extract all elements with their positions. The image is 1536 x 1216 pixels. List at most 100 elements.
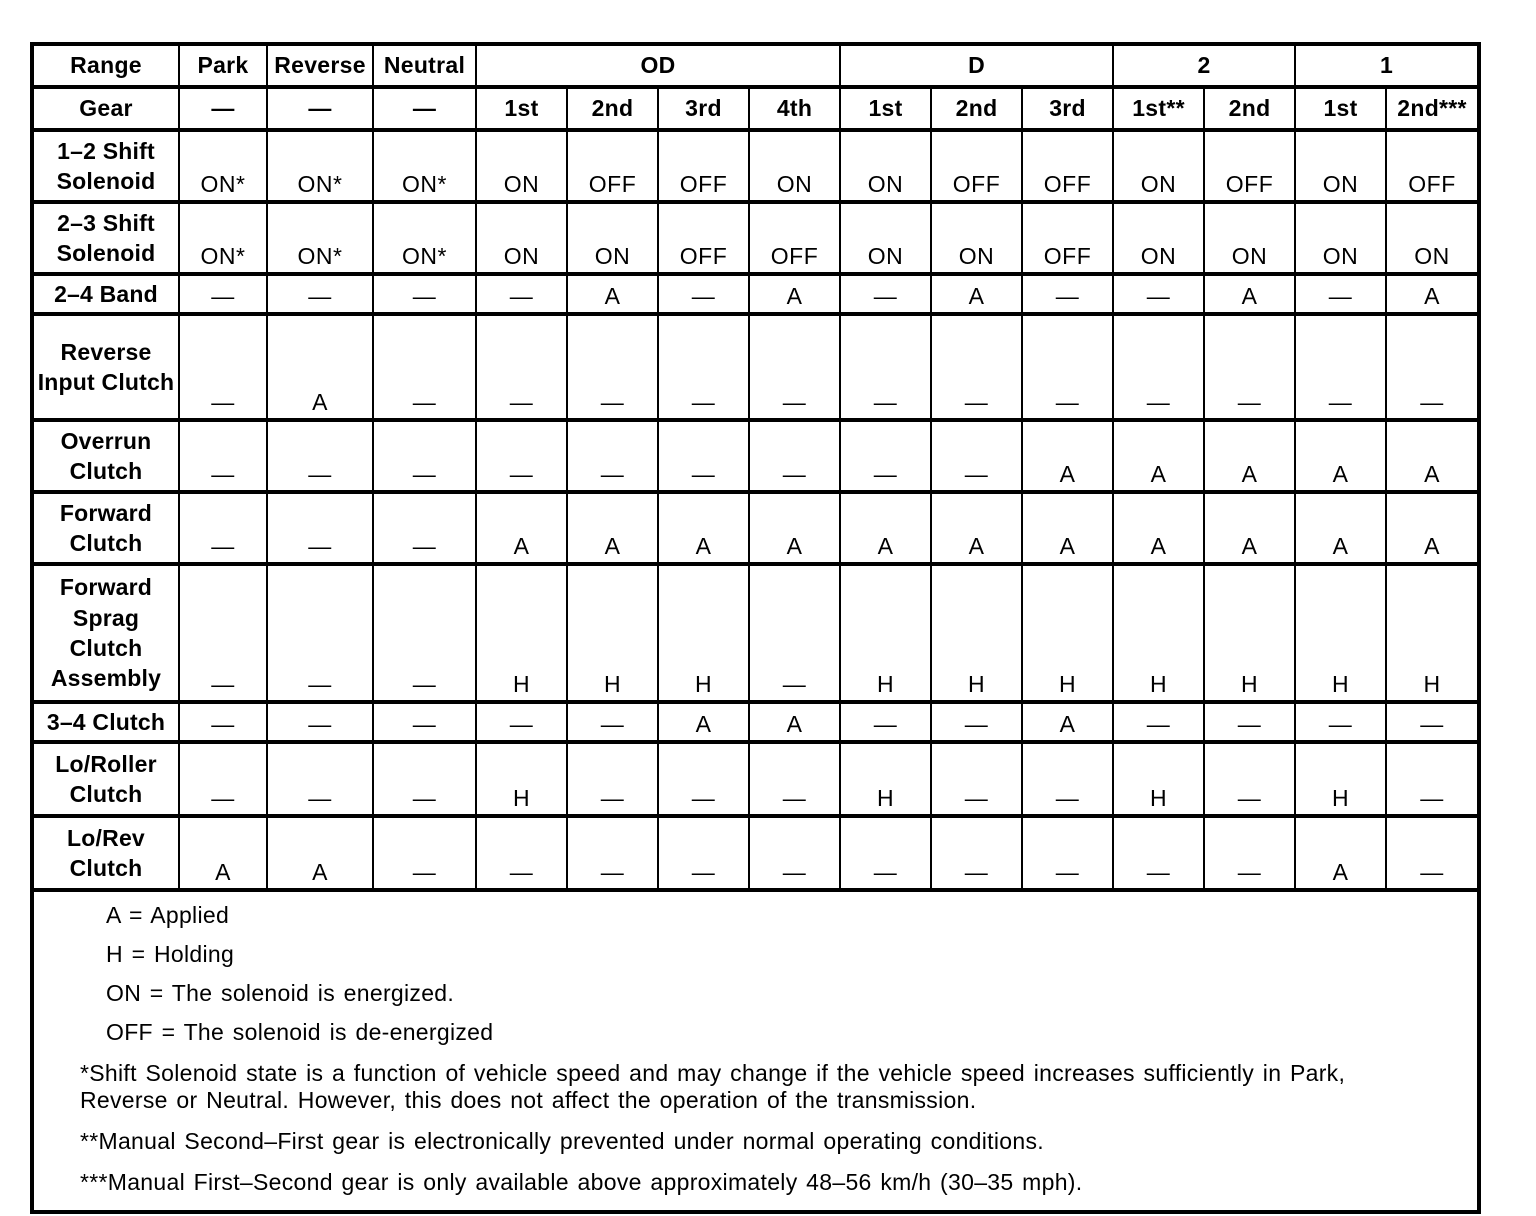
grid-cell: — [1294,700,1388,744]
grid-cell: A [266,814,374,892]
grid-cell: — [747,562,842,704]
grid-cell: A [1385,418,1481,494]
grid-cell: OFF [1021,200,1115,276]
grid-cell: A [178,814,268,892]
gear-cell: 1st [475,85,568,132]
range-park: Park [178,42,268,89]
grid-cell: — [930,740,1024,818]
grid-cell: — [266,700,374,744]
gear-cell: 1st [1294,85,1388,132]
row-label: Lo/Rev Clutch [31,814,180,892]
grid-cell: ON* [372,200,477,276]
gear-cell: — [178,85,268,132]
range-header-label: Range [31,42,180,89]
table-row: 1–2 Shift Solenoid ON* ON* ON* ON OFF OFF ON ON O… [31,128,1481,204]
grid-cell: — [475,814,568,892]
grid-cell: ON* [372,128,477,204]
row-label: 1–2 Shift Solenoid [31,128,180,204]
range-reverse: Reverse [266,42,374,89]
grid-cell: — [566,700,659,744]
gear-cell: 3rd [657,85,750,132]
row-label: Forward Sprag Clutch Assembly [31,562,180,704]
range-2: 2 [1112,42,1297,89]
grid-cell: — [372,562,477,704]
grid-cell: — [1021,312,1115,422]
grid-cell: — [178,418,268,494]
gear-header-label: Gear [31,85,180,132]
grid-cell: — [1021,272,1115,316]
grid-cell: — [1203,700,1297,744]
grid-cell: — [266,272,374,316]
grid-cell: H [1112,562,1206,704]
grid-cell: A [747,490,842,566]
grid-cell: — [178,700,268,744]
grid-cell: OFF [1385,128,1481,204]
grid-cell: A [1385,490,1481,566]
grid-cell: ON [475,128,568,204]
grid-cell: H [475,740,568,818]
grid-cell: ON [839,128,933,204]
grid-cell: — [372,272,477,316]
grid-cell: — [566,418,659,494]
grid-cell: ON [1294,200,1388,276]
grid-cell: — [747,418,842,494]
grid-cell: A [747,272,842,316]
grid-cell: H [839,740,933,818]
gear-cell: 3rd [1021,85,1115,132]
grid-cell: H [657,562,750,704]
grid-cell: H [1294,740,1388,818]
grid-cell: — [1385,814,1481,892]
legend-on: ON = The solenoid is energized. [106,980,455,1006]
grid-cell: A [1294,814,1388,892]
range-1: 1 [1294,42,1481,89]
grid-cell: — [1021,814,1115,892]
grid-cell: — [839,418,933,494]
grid-cell: ON [1203,200,1297,276]
gear-cell: 2nd [566,85,659,132]
grid-cell: — [372,700,477,744]
gear-cell: 2nd*** [1385,85,1481,132]
grid-cell: ON* [178,200,268,276]
grid-cell: — [1385,740,1481,818]
grid-cell: A [1203,490,1297,566]
table-row: Lo/Roller Clutch — — — H — — — H — — H — H — [31,740,1481,818]
grid-cell: A [1294,418,1388,494]
grid-cell: — [930,312,1024,422]
grid-cell: ON* [266,200,374,276]
grid-cell: — [475,700,568,744]
grid-cell: A [839,490,933,566]
gear-cell: — [372,85,477,132]
grid-cell: — [930,700,1024,744]
grid-cell: ON* [178,128,268,204]
grid-cell: — [372,490,477,566]
grid-cell: — [1294,272,1388,316]
grid-cell: — [266,490,374,566]
gear-cell: 1st** [1112,85,1206,132]
grid-cell: A [657,490,750,566]
row-label: 3–4 Clutch [31,700,180,744]
range-d: D [839,42,1115,89]
grid-cell: — [839,272,933,316]
grid-cell: — [1203,312,1297,422]
grid-cell: H [1021,562,1115,704]
grid-cell: H [1385,562,1481,704]
grid-cell: A [747,700,842,744]
grid-cell: — [839,814,933,892]
table-row: 2–4 Band — — — — A — A — A — — A — A [31,272,1481,316]
grid-cell: OFF [747,200,842,276]
grid-body: 1–2 Shift Solenoid ON* ON* ON* ON OFF OFF ON ON O… [31,128,1481,892]
gear-cell: — [266,85,374,132]
row-label: Overrun Clutch [31,418,180,494]
grid-cell: A [930,490,1024,566]
notes-section: A = Applied H = Holding ON = The solenoi… [30,888,1481,1214]
grid-cell: OFF [1021,128,1115,204]
grid-cell: — [930,418,1024,494]
grid-cell: — [475,312,568,422]
row-label: Reverse Input Clutch [31,312,180,422]
range-neutral: Neutral [372,42,477,89]
grid-cell: OFF [657,200,750,276]
grid-cell: — [566,740,659,818]
grid-cell: A [1385,272,1481,316]
row-label: 2–3 Shift Solenoid [31,200,180,276]
grid-cell: — [1112,272,1206,316]
